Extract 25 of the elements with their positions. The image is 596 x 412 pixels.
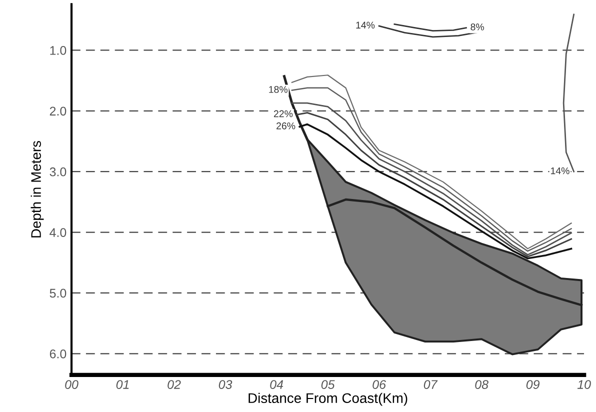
y-tick-label: 4.0	[50, 228, 66, 237]
y-axis-title: Depth in Meters	[30, 141, 44, 238]
series-label: 14%	[551, 167, 570, 174]
x-tick-label: 07	[424, 380, 438, 389]
x-tick-label: 04	[270, 380, 284, 389]
y-tick-label: 5.0	[50, 288, 66, 298]
series-label: 18%	[269, 86, 288, 93]
x-tick-label: 00	[65, 380, 78, 389]
x-tick-label: 06	[372, 380, 386, 389]
series-label: 26%	[276, 122, 296, 130]
y-tick-label: 3.0	[50, 167, 66, 176]
series-label: 8%	[470, 24, 484, 30]
x-tick-label: 09	[526, 380, 540, 389]
y-tick-label: 1.0	[50, 46, 66, 55]
x-tick-label: 08	[475, 380, 488, 389]
y-tick-label: 6.0	[50, 349, 66, 358]
series-label: 14%	[356, 22, 375, 29]
series-label: 22%	[274, 110, 293, 118]
x-tick-label: 10	[577, 380, 591, 389]
x-axis-title: Distance From Coast(Km)	[248, 392, 408, 406]
x-tick-label: 02	[168, 380, 181, 389]
x-tick-label: 03	[218, 380, 232, 389]
y-tick-label: 2.0	[50, 106, 66, 116]
x-tick-label: 01	[116, 380, 129, 389]
x-tick-label: 05	[321, 380, 335, 389]
